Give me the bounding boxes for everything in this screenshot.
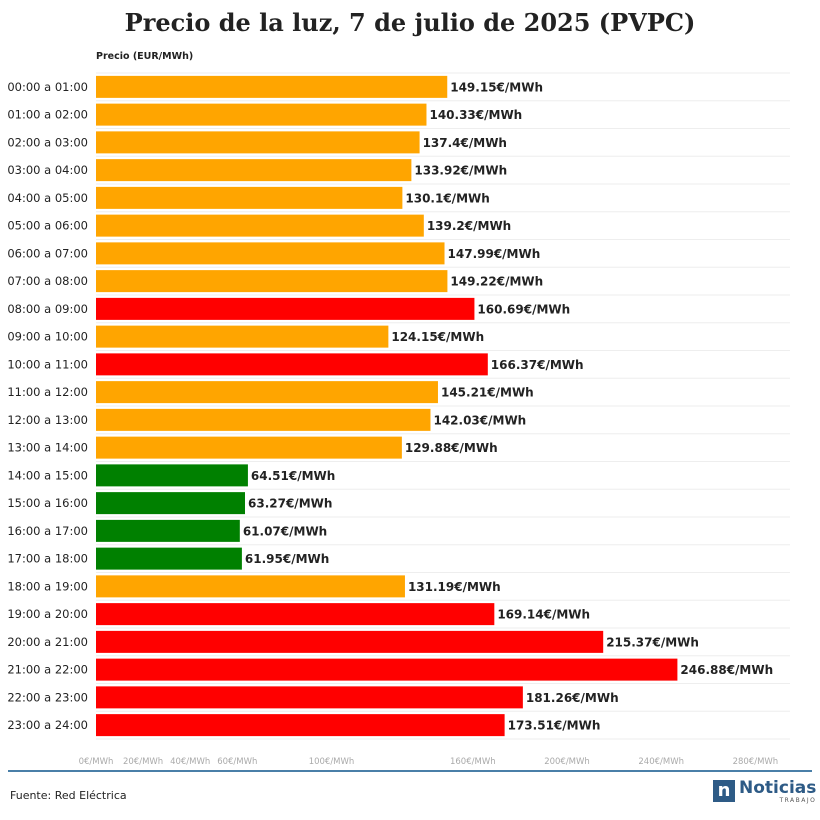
tick-label: 200€/MWh (544, 757, 590, 767)
tick-label: 240€/MWh (638, 757, 684, 767)
bar (96, 714, 505, 737)
value-label: 61.07€/MWh (243, 524, 327, 538)
value-label: 137.4€/MWh (423, 136, 507, 150)
bar (96, 75, 448, 98)
category-label: 06:00 a 07:00 (7, 246, 88, 260)
category-label: 08:00 a 09:00 (7, 302, 88, 316)
value-label: 160.69€/MWh (477, 302, 570, 316)
category-label: 01:00 a 02:00 (7, 108, 88, 122)
bar (96, 575, 405, 598)
chart-title: Precio de la luz, 7 de julio de 2025 (PV… (124, 8, 696, 37)
value-label: 142.03€/MWh (433, 413, 526, 427)
bar (96, 353, 488, 376)
bar (96, 214, 424, 237)
category-label: 09:00 a 10:00 (7, 330, 88, 344)
bar (96, 270, 448, 293)
tick-label: 40€/MWh (170, 757, 210, 767)
category-label: 13:00 a 14:00 (7, 441, 88, 455)
value-label: 145.21€/MWh (441, 386, 534, 400)
bar (96, 686, 523, 709)
bar (96, 436, 402, 459)
value-label: 130.1€/MWh (405, 191, 489, 205)
bar (96, 492, 246, 515)
category-label: 19:00 a 20:00 (7, 607, 88, 621)
value-label: 129.88€/MWh (405, 441, 498, 455)
tick-label: 100€/MWh (309, 757, 355, 767)
value-label: 124.15€/MWh (391, 330, 484, 344)
bar (96, 242, 445, 265)
tick-label: 20€/MWh (123, 757, 163, 767)
logo-name: Noticias (739, 778, 817, 798)
bar (96, 103, 427, 126)
category-label: 20:00 a 21:00 (7, 635, 88, 649)
value-label: 64.51€/MWh (251, 469, 335, 483)
x-axis-ticks: 0€/MWh 20€/MWh 40€/MWh 60€/MWh 100€/MWh 160€/… (79, 757, 779, 767)
value-label: 173.51€/MWh (508, 719, 601, 733)
category-label: 12:00 a 13:00 (7, 413, 88, 427)
bar (96, 186, 403, 209)
bar (96, 297, 475, 320)
bar (96, 131, 420, 154)
logo-mark: n (713, 780, 735, 802)
tick-label: 60€/MWh (217, 757, 257, 767)
category-label: 11:00 a 12:00 (7, 385, 88, 399)
value-label: 166.37€/MWh (491, 358, 584, 372)
category-label: 21:00 a 22:00 (7, 663, 88, 677)
bar (96, 325, 389, 348)
bar (96, 547, 242, 570)
gridlines (96, 72, 790, 740)
value-label: 133.92€/MWh (414, 164, 507, 178)
category-label: 04:00 a 05:00 (7, 191, 88, 205)
tick-label: 280€/MWh (733, 757, 779, 767)
value-label: 61.95€/MWh (245, 552, 329, 566)
bar (96, 464, 248, 487)
bar (96, 603, 495, 626)
logo-subtitle: TRABAJO (779, 797, 817, 804)
category-label: 02:00 a 03:00 (7, 135, 88, 149)
value-label: 139.2€/MWh (427, 219, 511, 233)
source-note: Fuente: Red Eléctrica (10, 789, 127, 802)
category-label: 23:00 a 24:00 (7, 718, 88, 732)
axis-title: Precio (EUR/MWh) (96, 51, 193, 62)
category-label: 22:00 a 23:00 (7, 690, 88, 704)
category-label: 03:00 a 04:00 (7, 163, 88, 177)
value-label: 63.27€/MWh (248, 497, 332, 511)
bar (96, 630, 604, 653)
category-label: 15:00 a 16:00 (7, 496, 88, 510)
bar (96, 408, 431, 431)
tick-label: 160€/MWh (450, 757, 496, 767)
value-label: 215.37€/MWh (606, 635, 699, 649)
bar (96, 159, 412, 182)
value-label: 246.88€/MWh (680, 663, 773, 677)
value-label: 149.22€/MWh (450, 275, 543, 289)
bar-chart: 00:00 a 01:00 149.15€/MWh 01:00 a 02:00 140… (7, 51, 790, 767)
value-label: 131.19€/MWh (408, 580, 501, 594)
category-label: 07:00 a 08:00 (7, 274, 88, 288)
category-label: 18:00 a 19:00 (7, 579, 88, 593)
footer-divider (8, 770, 812, 772)
category-label: 16:00 a 17:00 (7, 524, 88, 538)
category-label: 10:00 a 11:00 (7, 357, 88, 371)
value-label: 140.33€/MWh (429, 108, 522, 122)
category-label: 05:00 a 06:00 (7, 219, 88, 233)
noticias-trabajo-logo: n Noticias TRABAJO (713, 780, 816, 804)
value-label: 149.15€/MWh (450, 80, 543, 94)
logo-text: Noticias TRABAJO (739, 780, 816, 804)
category-label: 17:00 a 18:00 (7, 552, 88, 566)
bar (96, 519, 240, 542)
value-label: 147.99€/MWh (448, 247, 541, 261)
bar (96, 381, 438, 404)
category-label: 14:00 a 15:00 (7, 468, 88, 482)
bars (96, 75, 678, 737)
category-label: 00:00 a 01:00 (7, 80, 88, 94)
tick-label: 0€/MWh (79, 757, 114, 767)
bar (96, 658, 678, 681)
labels: 00:00 a 01:00 149.15€/MWh 01:00 a 02:00 140… (7, 80, 773, 733)
value-label: 181.26€/MWh (526, 691, 619, 705)
value-label: 169.14€/MWh (497, 608, 590, 622)
